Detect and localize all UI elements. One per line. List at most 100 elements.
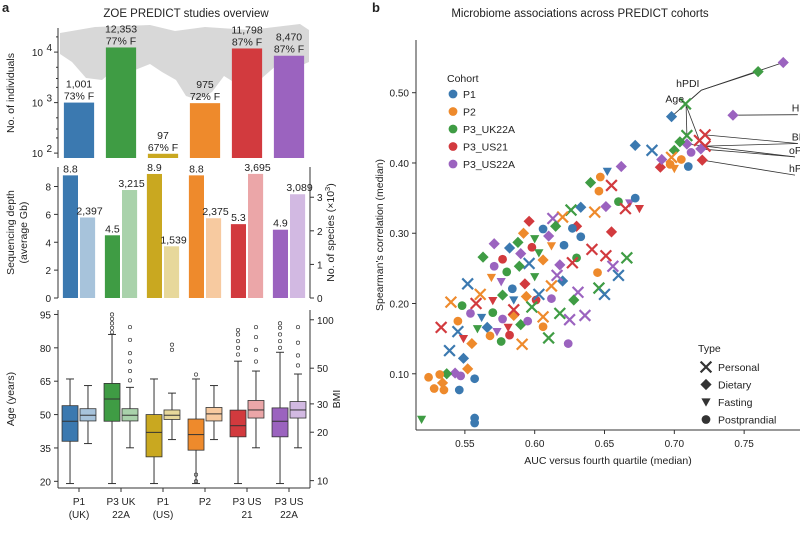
bmi-axis-label: BMI [331,390,343,409]
fasting-marker [472,325,483,334]
bmi-outlier [253,347,259,352]
postprandial-marker [489,261,499,271]
dietary-marker [515,248,527,260]
species-count-bar [122,190,138,298]
age-tick-label: 35 [40,444,52,455]
postprandial-marker [563,339,573,348]
scatter-x-tick-label: 0.55 [455,439,475,450]
individuals-female-label: 87% F [274,44,304,56]
postprandial-marker [466,308,475,318]
dietary-marker [629,139,641,152]
age-axis-label: Age (years) [5,372,17,426]
personal-marker [605,179,618,192]
scatter-x-tick-label: 0.65 [595,439,615,450]
dietary-marker [519,278,531,290]
cohort-x-sublabel: 22A [112,510,130,521]
annotation-label: HE [792,103,800,115]
dietary-marker [436,377,449,389]
bmi-outlier [127,325,133,330]
postprandial-marker [527,242,537,252]
postprandial-marker [485,331,495,341]
personal-marker [612,269,625,282]
individuals-female-label: 72% F [190,91,220,103]
dietary-marker [554,259,566,271]
species-count-label: 2,397 [76,205,102,217]
species-count-bar [248,173,264,298]
individuals-bar [147,153,179,158]
dietary-marker [517,227,530,239]
postprandial-marker [593,268,602,277]
individuals-value-label: 8,470 [276,32,302,44]
annotation-leader-line [732,114,798,116]
postprandial-marker [538,322,548,332]
age-outlier [193,479,199,484]
sequencing-left-tick-label: 4 [45,238,51,249]
cohort-legend-swatch [448,124,458,134]
sequencing-right-tick-label: 2 [317,227,323,238]
personal-marker [545,279,558,293]
bmi-outlier [127,351,133,356]
age-box [103,383,121,422]
postprandial-marker [470,374,480,384]
dietary-marker [550,220,562,232]
type-legend-label: Personal [718,362,759,374]
bmi-outlier [127,378,133,383]
sequencing-bar-chart: 0 2 4 6 8 0 1 2 3 Sequencing depth (average Gb) No.… [5,162,337,305]
sequencing-left-tick-label: 0 [45,294,51,305]
bmi-outlier [127,359,133,364]
personal-marker [585,243,599,256]
annotation-leader-line [705,143,798,147]
dietary-marker [696,154,708,166]
dietary-marker [537,254,549,266]
sequencing-right-label: No. of species (×103) [323,183,337,281]
bmi-outlier [295,363,301,368]
dietary-marker [515,318,527,331]
age-outlier [109,325,115,330]
personal-marker [553,307,566,320]
postprandial-marker [538,224,548,234]
individuals-bar [189,103,221,158]
sequencing-depth-label: 8.9 [147,162,162,174]
individuals-y-tick-label: 10 [32,99,44,110]
bmi-outlier [169,342,175,347]
dietary-marker [466,337,478,350]
personal-marker [679,97,692,111]
bmi-tick-label: 100 [317,316,334,327]
age-outlier [277,321,283,326]
species-count-label: 1,539 [160,234,186,246]
postprandial-marker [507,284,517,294]
age-box [229,409,247,438]
dietary-marker [477,251,489,263]
cohort-x-label: P3 US [275,497,304,508]
individuals-bar [63,102,95,158]
personal-marker [599,249,613,262]
age-outlier [109,316,115,321]
personal-marker [563,313,576,326]
world-map-background [60,24,309,100]
postprandial-marker [505,330,514,340]
age-outlier [235,332,241,337]
personal-marker [434,321,448,334]
age-tick-label: 65 [40,377,52,388]
cohort-x-sublabel: (US) [153,510,174,521]
association-scatter-plot: 0.55 0.60 0.65 0.70 0.75 0.10 0.20 0.30 0.40 0.50… [374,40,800,467]
dietary-marker [457,352,470,364]
scatter-x-tick-label: 0.75 [734,439,754,450]
cohort-legend-label: P1 [463,89,476,101]
annotation-leader-line [700,148,796,158]
personal-marker [522,257,536,270]
cohort-x-label: P3 US [233,497,262,508]
age-box [271,407,289,438]
postprandial-marker [429,384,439,393]
age-tick-label: 20 [40,477,52,488]
dietary-marker [523,215,535,227]
individuals-bar [105,47,137,159]
personal-marker [469,297,483,310]
postprandial-marker [439,385,449,395]
postprandial-marker [683,162,693,171]
dietary-marker [654,161,666,173]
sequencing-depth-bar [272,229,288,298]
annotation-label: oPD [789,145,800,157]
scatter-x-tick-label: 0.60 [525,439,545,450]
personal-marker [556,210,569,224]
